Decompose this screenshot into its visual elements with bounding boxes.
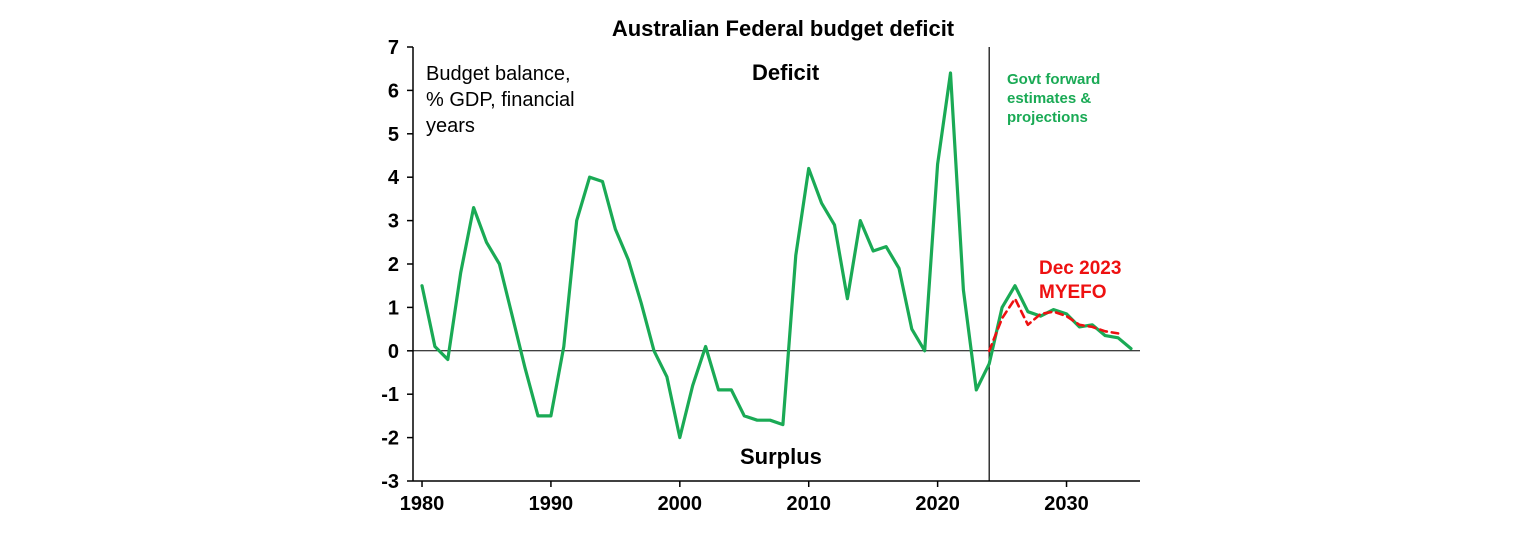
annotation-forward-line2: estimates & (1007, 90, 1091, 107)
series-line-budget-balance (420, 71, 1133, 440)
y-tick-label: 5 (388, 124, 399, 146)
annotation-myefo-line1: Dec 2023 (1039, 258, 1121, 279)
x-tick-label: 1980 (400, 493, 445, 515)
annotation-surplus: Surplus (740, 444, 822, 469)
y-tick-label: 2 (388, 254, 399, 276)
annotation-deficit: Deficit (752, 60, 820, 85)
annotation-myefo-line2: MYEFO (1039, 282, 1107, 303)
x-tick-label: 1990 (529, 493, 574, 515)
annotation-left-label-line1: Budget balance, (426, 63, 571, 85)
annotation-forward-line3: projections (1007, 109, 1088, 126)
y-tick-label: 4 (388, 167, 400, 189)
y-tick-label: 1 (388, 297, 399, 319)
y-tick-label: 7 (388, 37, 399, 59)
annotation-left-label-line2: % GDP, financial (426, 89, 575, 111)
y-axis-ticks: -3 -2 -1 0 1 2 3 4 5 6 7 (381, 37, 413, 493)
x-tick-label: 2010 (786, 493, 831, 515)
x-tick-label: 2020 (915, 493, 960, 515)
x-tick-label: 2030 (1044, 493, 1089, 515)
y-tick-label: 6 (388, 80, 399, 102)
y-tick-label: -1 (381, 384, 399, 406)
y-tick-label: 3 (388, 211, 399, 233)
series-layer (420, 71, 1133, 440)
y-tick-label: -2 (381, 428, 399, 450)
x-axis-ticks: 1980 1990 2000 2010 2020 2030 (400, 481, 1089, 515)
x-tick-label: 2000 (658, 493, 703, 515)
annotation-forward-line1: Govt forward (1007, 71, 1100, 88)
chart-title: Australian Federal budget deficit (612, 16, 955, 41)
series-line-myefo (987, 297, 1120, 353)
y-tick-label: 0 (388, 341, 399, 363)
annotation-left-label-line3: years (426, 115, 475, 137)
y-tick-label: -3 (381, 471, 399, 493)
